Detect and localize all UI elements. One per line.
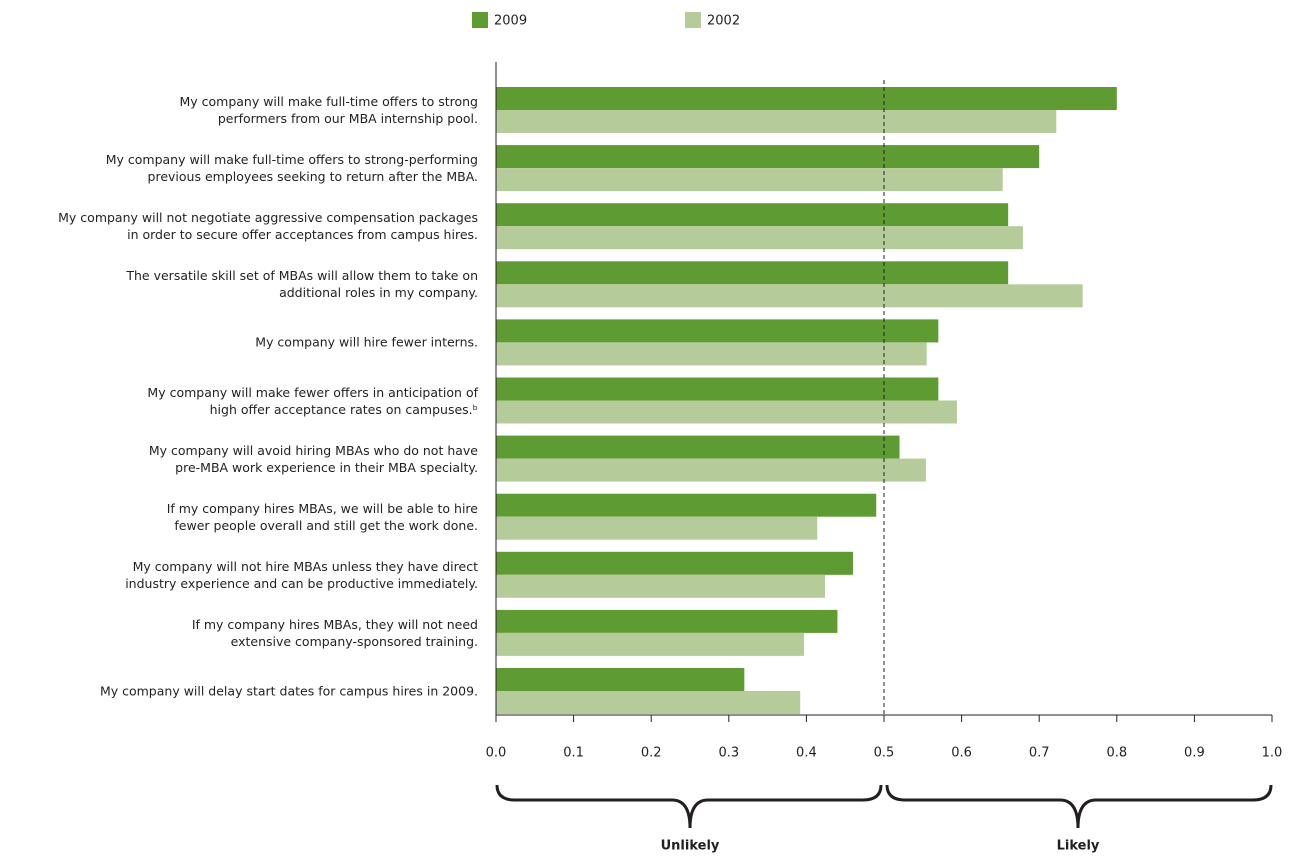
category-label: My company will avoid hiring MBAs who do… [148,442,478,475]
category-label: The versatile skill set of MBAs will all… [126,268,478,301]
x-tick-label: 0.8 [1106,746,1127,761]
category-label: My company will make fewer offers in ant… [147,384,478,417]
bar [496,261,1009,285]
x-tick-label: 0.1 [563,746,584,761]
x-tick-label: 0.7 [1029,746,1050,761]
bar [496,458,926,482]
category-label: My company will not negotiate aggressive… [58,210,478,243]
bar [496,632,805,656]
bar [496,319,939,343]
bar [496,145,1040,169]
category-label: If my company hires MBAs, we will be abl… [166,500,478,533]
x-tick-label: 0.0 [486,746,507,761]
bar [496,168,1003,192]
bracket [885,784,1273,829]
bar [496,668,745,691]
x-tick-label: 0.5 [874,746,895,761]
category-label: My company will delay start dates for ca… [99,683,478,699]
bar [496,400,957,424]
legend-swatch [472,12,488,28]
x-tick-label: 0.6 [951,746,972,761]
category-label: If my company hires MBAs, they will not … [191,616,478,649]
bar [496,110,1057,133]
x-tick-label: 0.9 [1184,746,1205,761]
bracket-label: Unlikely [661,839,720,854]
category-label: My company will not hire MBAs unless the… [125,558,478,591]
x-tick-label: 0.4 [796,746,817,761]
bar [496,609,838,633]
bar [496,203,1009,227]
bar [496,87,1117,110]
legend-label: 2002 [707,14,740,29]
bar [496,435,900,459]
category-label: My company will hire fewer interns. [255,334,478,350]
bracket [495,784,883,829]
category-label: My company will make full-time offers to… [105,152,478,185]
bar [496,551,853,575]
x-tick-label: 0.3 [718,746,739,761]
bar [496,226,1023,250]
x-tick-label: 1.0 [1262,746,1283,761]
legend-swatch [685,12,701,28]
legend-label: 2009 [494,14,527,29]
bar [496,377,939,401]
bar [496,691,801,714]
category-label: My company will make full-time offers to… [179,94,478,126]
bar [496,516,818,540]
bar [496,493,877,517]
bar [496,342,927,366]
bracket-label: Likely [1057,839,1100,854]
bar [496,284,1083,308]
x-tick-label: 0.2 [641,746,662,761]
bar [496,574,826,598]
